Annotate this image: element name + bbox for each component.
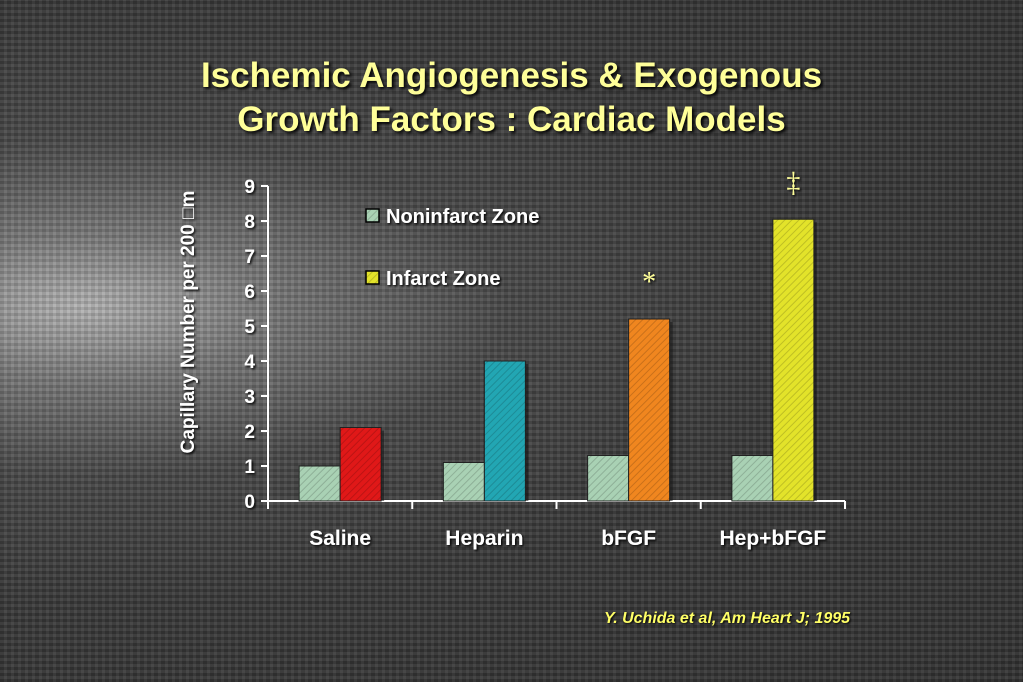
chart-bars [298, 218, 817, 502]
y-tick-label: 3 [244, 387, 255, 408]
legend-label: Noninfarct Zone [386, 206, 539, 228]
bar-shadow [813, 222, 817, 501]
bar-shadow [525, 364, 529, 501]
y-tick-label: 7 [244, 247, 255, 268]
y-tick-label: 4 [244, 352, 255, 373]
slide-title-line2: Growth Factors : Cardiac Models [237, 100, 786, 139]
y-tick-label: 9 [244, 177, 255, 198]
bar-texture [587, 455, 629, 501]
y-tick-label: 8 [244, 212, 255, 233]
bar-texture [443, 462, 485, 501]
bar-texture [731, 455, 773, 501]
x-category-label: bFGF [601, 527, 656, 550]
significance-marker: * [642, 267, 656, 298]
chart-legend: Noninfarct Zone Infarct Zone [365, 206, 539, 290]
slide-title-line1: Ischemic Angiogenesis & Exogenous [200, 56, 823, 95]
chart-labels: 0 1 2 3 4 5 6 7 8 9 Capillary Number per 200 □m Sal… [178, 167, 826, 550]
y-tick-label: 5 [244, 317, 255, 338]
y-tick-label: 6 [244, 282, 255, 303]
legend-label: Infarct Zone [386, 268, 500, 290]
x-category-label: Heparin [445, 527, 523, 550]
bar-texture [484, 361, 526, 501]
bar-texture [299, 466, 341, 501]
bar-texture [628, 319, 670, 501]
x-category-label: Saline [309, 527, 371, 550]
bar-shadow [669, 322, 673, 501]
legend-swatch-texture [366, 209, 379, 222]
x-category-label: Hep+bFGF [719, 527, 826, 550]
legend-swatch-texture [366, 271, 379, 284]
bar-shadow [381, 430, 385, 501]
y-tick-label: 0 [244, 492, 255, 513]
y-axis-title: Capillary Number per 200 □m [178, 191, 199, 454]
citation: Y. Uchida et al, Am Heart J; 1995 [604, 610, 851, 627]
bar-texture [772, 219, 814, 501]
y-tick-label: 2 [244, 422, 255, 443]
y-tick-label: 1 [244, 457, 255, 478]
significance-marker: ‡ [786, 167, 800, 198]
bar-texture [340, 427, 382, 501]
